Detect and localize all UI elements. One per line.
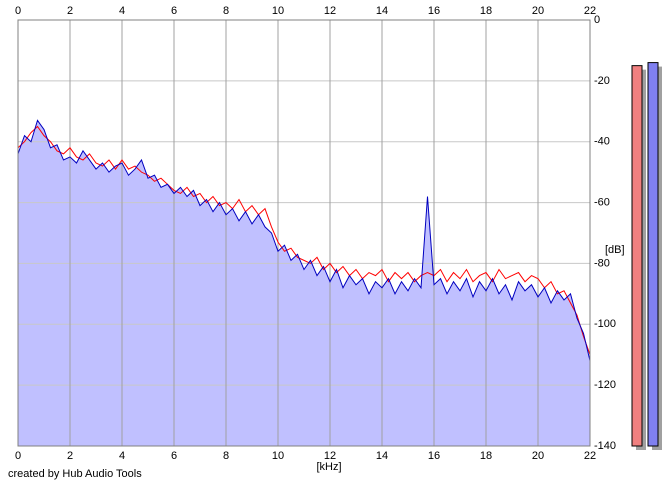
x-tick-label: 14 bbox=[376, 450, 388, 462]
x-tick-label: 2 bbox=[67, 5, 73, 17]
plot-border bbox=[17, 19, 591, 447]
spectrum-line bbox=[17, 125, 591, 355]
y-tick-label: -120 bbox=[594, 379, 616, 391]
level-meter bbox=[631, 65, 643, 447]
x-tick-label: 2 bbox=[67, 450, 73, 462]
x-tick-label: 8 bbox=[223, 450, 229, 462]
y-tick-label: -80 bbox=[594, 257, 610, 269]
x-tick-label: 20 bbox=[532, 5, 544, 17]
x-tick-label: 22 bbox=[584, 450, 596, 462]
x-tick-label: 0 bbox=[15, 5, 21, 17]
x-tick-label: 20 bbox=[532, 450, 544, 462]
x-tick-label: 12 bbox=[324, 5, 336, 17]
level-meter bbox=[647, 62, 659, 447]
x-tick-label: 6 bbox=[171, 450, 177, 462]
y-tick-label: -60 bbox=[594, 196, 610, 208]
x-tick-label: 14 bbox=[376, 5, 388, 17]
y-tick-label: 0 bbox=[594, 14, 600, 26]
y-tick-label: -100 bbox=[594, 318, 616, 330]
x-tick-label: 10 bbox=[272, 450, 284, 462]
footer: created by Hub Audio Tools bbox=[8, 468, 142, 480]
x-tick-label: 0 bbox=[15, 450, 21, 462]
x-tick-label: 4 bbox=[119, 5, 125, 17]
x-tick-label: 12 bbox=[324, 450, 336, 462]
spectrum-line bbox=[17, 119, 591, 361]
x-tick-label: 16 bbox=[428, 450, 440, 462]
y-tick-label: -20 bbox=[594, 75, 610, 87]
x-tick-label: 22 bbox=[584, 5, 596, 17]
y-axis-label: [dB] bbox=[605, 244, 625, 256]
spectrum-area bbox=[18, 120, 590, 447]
x-tick-label: 18 bbox=[480, 5, 492, 17]
x-tick-label: 18 bbox=[480, 450, 492, 462]
x-axis-label: [kHz] bbox=[316, 461, 341, 473]
x-tick-label: 6 bbox=[171, 5, 177, 17]
y-tick-label: -140 bbox=[594, 440, 616, 452]
x-tick-label: 8 bbox=[223, 5, 229, 17]
y-tick-label: -40 bbox=[594, 136, 610, 148]
x-tick-label: 10 bbox=[272, 5, 284, 17]
x-tick-label: 4 bbox=[119, 450, 125, 462]
x-tick-label: 16 bbox=[428, 5, 440, 17]
